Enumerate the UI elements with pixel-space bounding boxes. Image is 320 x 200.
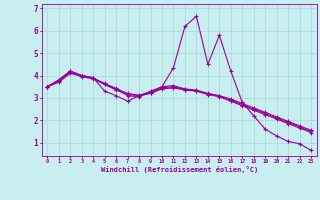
X-axis label: Windchill (Refroidissement éolien,°C): Windchill (Refroidissement éolien,°C) xyxy=(100,166,258,173)
